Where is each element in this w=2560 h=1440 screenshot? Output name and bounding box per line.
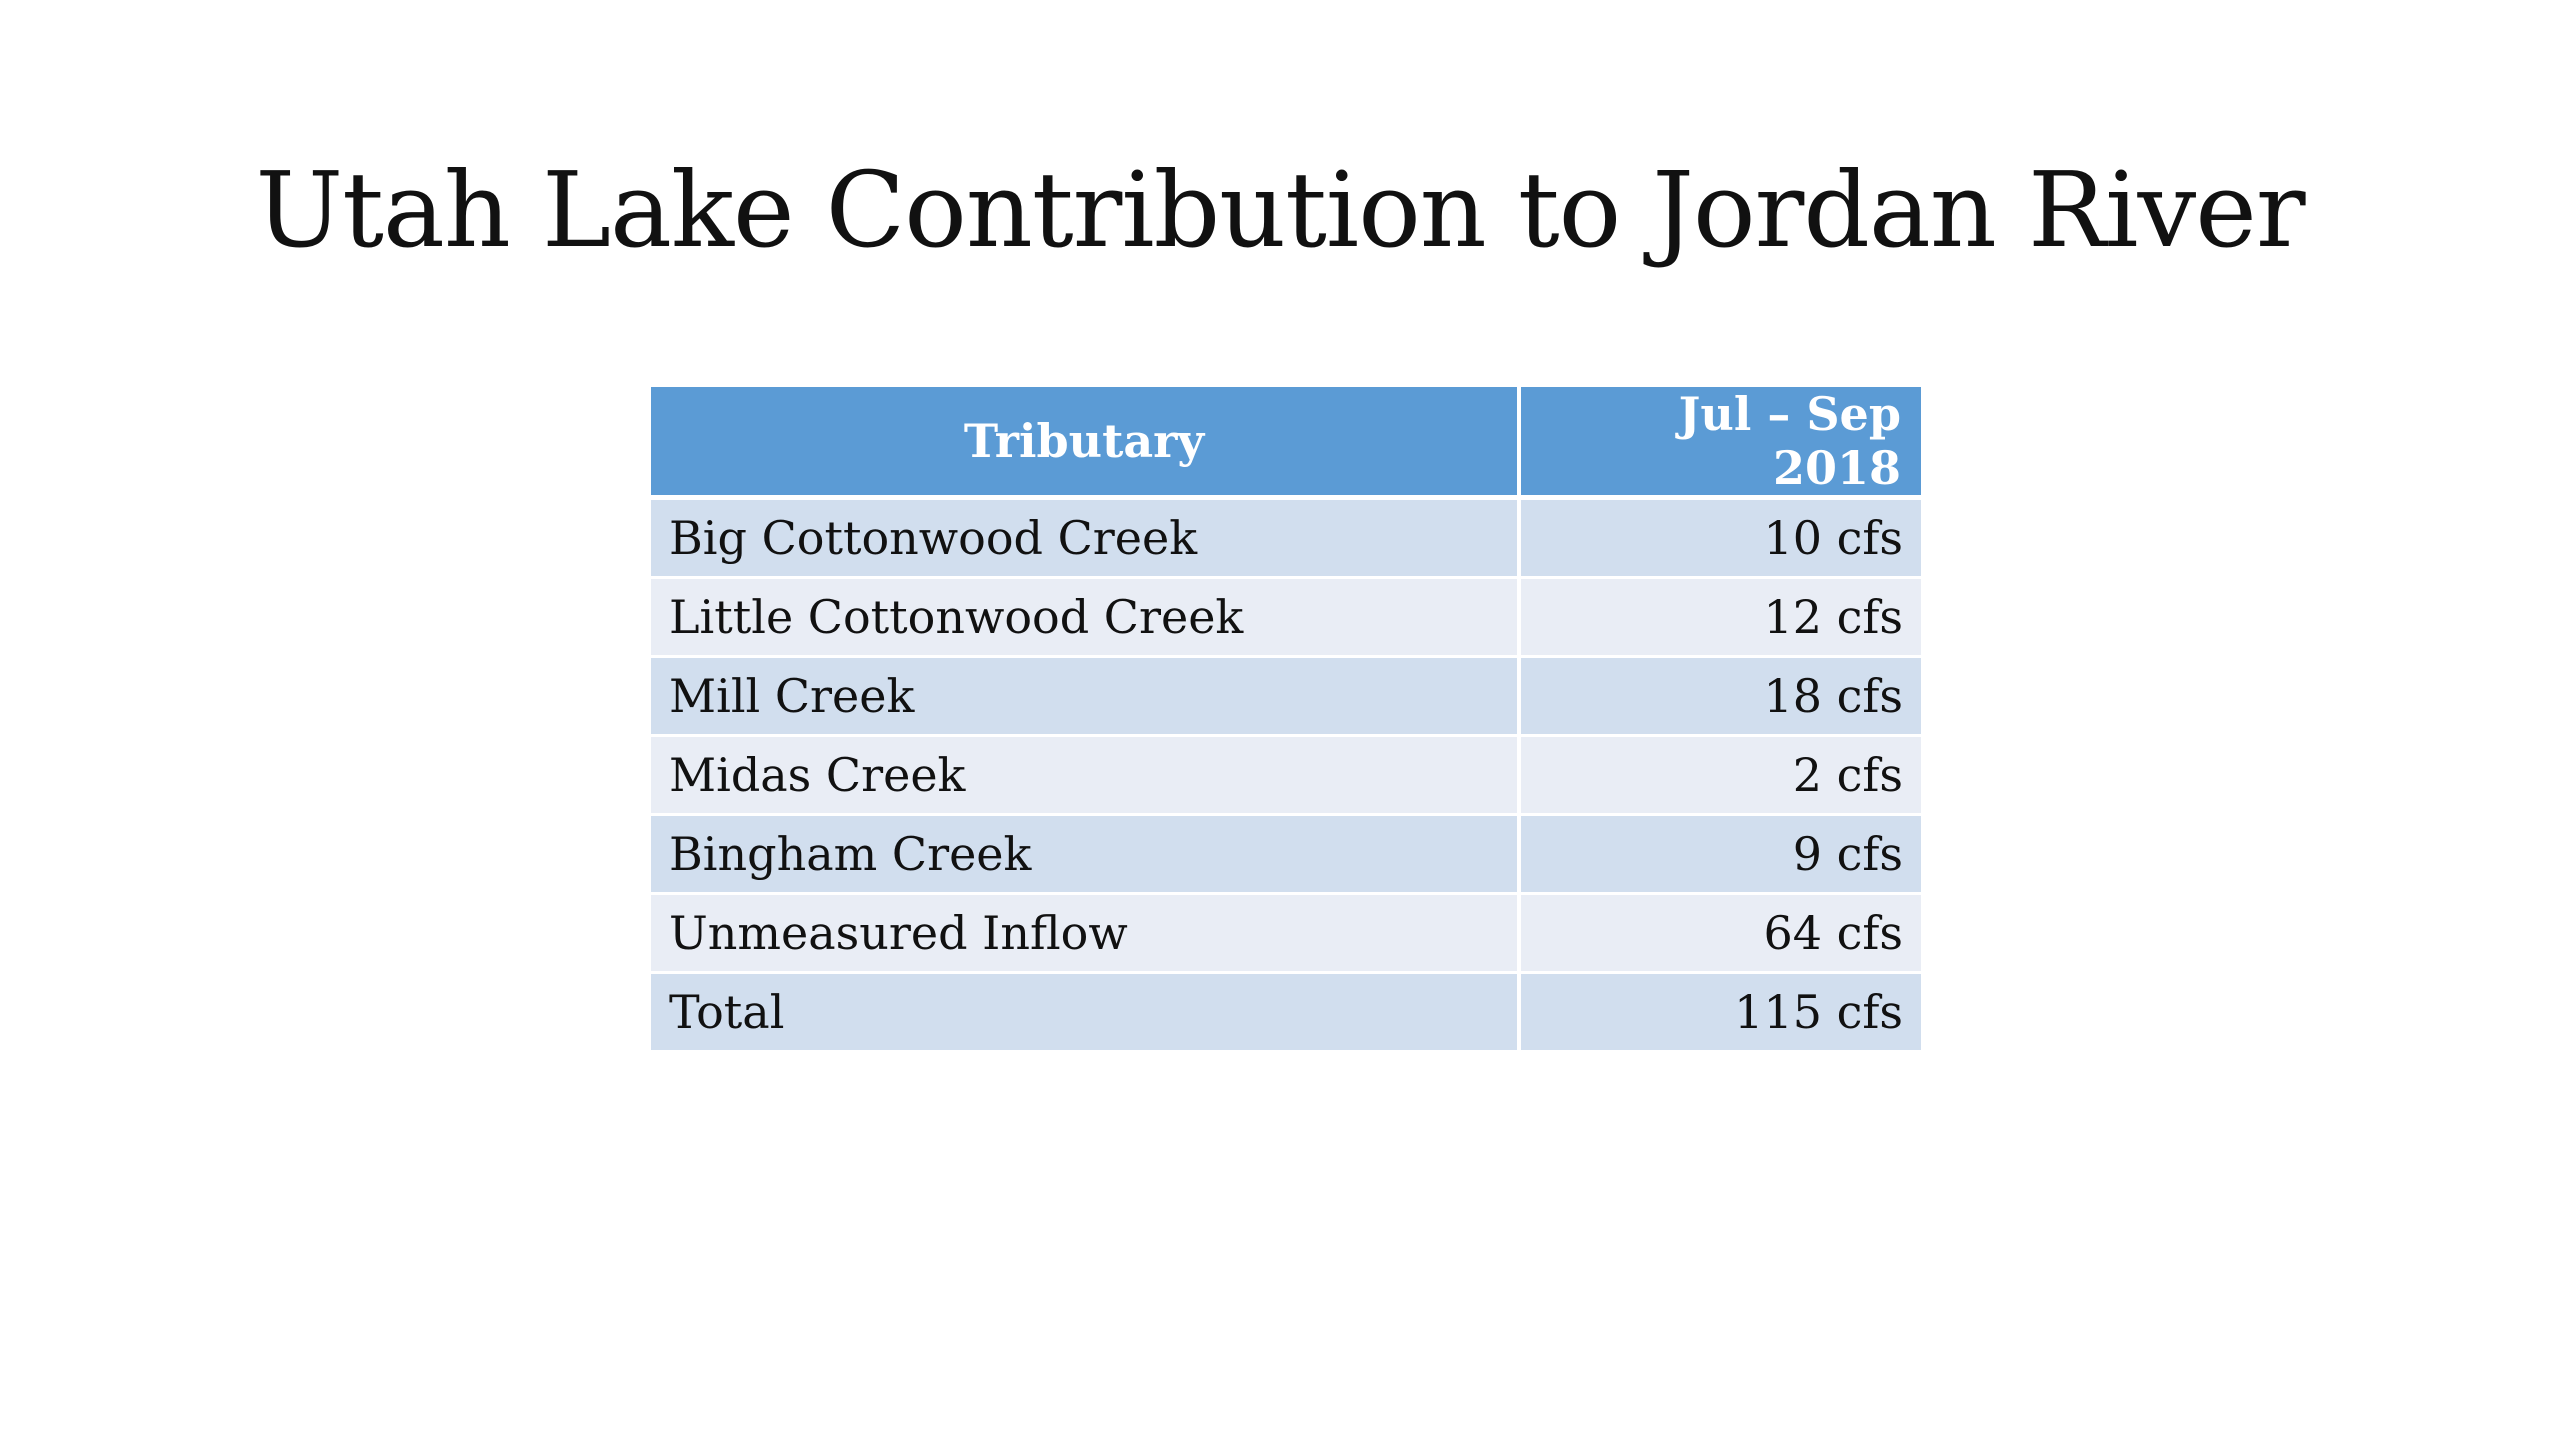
tributary-name: Little Cottonwood Creek [651, 579, 1517, 658]
table-row: Midas Creek 2 cfs [651, 737, 1921, 816]
tributary-name: Big Cottonwood Creek [651, 500, 1517, 579]
tributary-flow: 18 cfs [1517, 658, 1921, 737]
tributary-flow: 2 cfs [1517, 737, 1921, 816]
tributary-name: Midas Creek [651, 737, 1517, 816]
slide-title: Utah Lake Contribution to Jordan River [255, 149, 2305, 271]
table-row: Bingham Creek 9 cfs [651, 816, 1921, 895]
total-label: Total [651, 974, 1517, 1050]
tributary-name: Mill Creek [651, 658, 1517, 737]
table-row-total: Total 115 cfs [651, 974, 1921, 1050]
tributary-flow: 12 cfs [1517, 579, 1921, 658]
header-tributary: Tributary [651, 387, 1517, 500]
table-row: Big Cottonwood Creek 10 cfs [651, 500, 1921, 579]
table-header-row: Tributary Jul – Sep 2018 [651, 387, 1921, 500]
header-period: Jul – Sep 2018 [1517, 387, 1921, 500]
tributary-flow: 64 cfs [1517, 895, 1921, 974]
table-row: Mill Creek 18 cfs [651, 658, 1921, 737]
tributary-flow: 10 cfs [1517, 500, 1921, 579]
table-row: Unmeasured Inflow 64 cfs [651, 895, 1921, 974]
flow-table-container: Tributary Jul – Sep 2018 Big Cottonwood … [651, 387, 1921, 1050]
tributary-flow: 9 cfs [1517, 816, 1921, 895]
tributary-name: Bingham Creek [651, 816, 1517, 895]
tributary-flow-table: Tributary Jul – Sep 2018 Big Cottonwood … [651, 387, 1921, 1050]
tributary-name: Unmeasured Inflow [651, 895, 1517, 974]
total-flow: 115 cfs [1517, 974, 1921, 1050]
table-row: Little Cottonwood Creek 12 cfs [651, 579, 1921, 658]
